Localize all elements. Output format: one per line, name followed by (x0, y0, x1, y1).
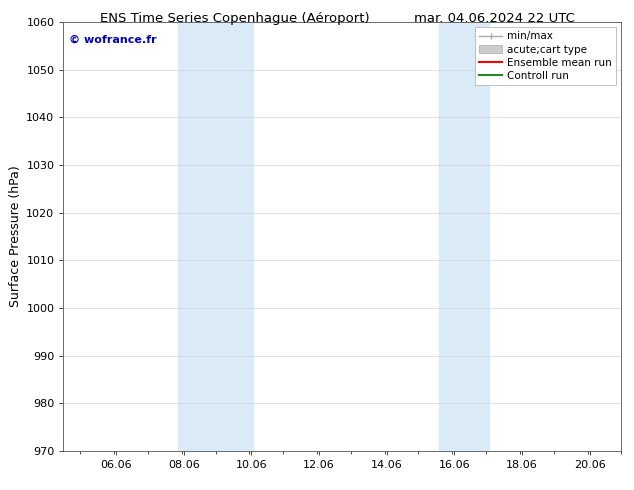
Text: ENS Time Series Copenhague (Aéroport): ENS Time Series Copenhague (Aéroport) (100, 12, 370, 25)
Bar (439, 22, 489, 451)
Bar (178, 22, 253, 451)
Text: © wofrance.fr: © wofrance.fr (69, 35, 157, 45)
Y-axis label: Surface Pressure (hPa): Surface Pressure (hPa) (9, 166, 22, 307)
Legend: min/max, acute;cart type, Ensemble mean run, Controll run: min/max, acute;cart type, Ensemble mean … (475, 27, 616, 85)
Text: mar. 04.06.2024 22 UTC: mar. 04.06.2024 22 UTC (414, 12, 575, 25)
